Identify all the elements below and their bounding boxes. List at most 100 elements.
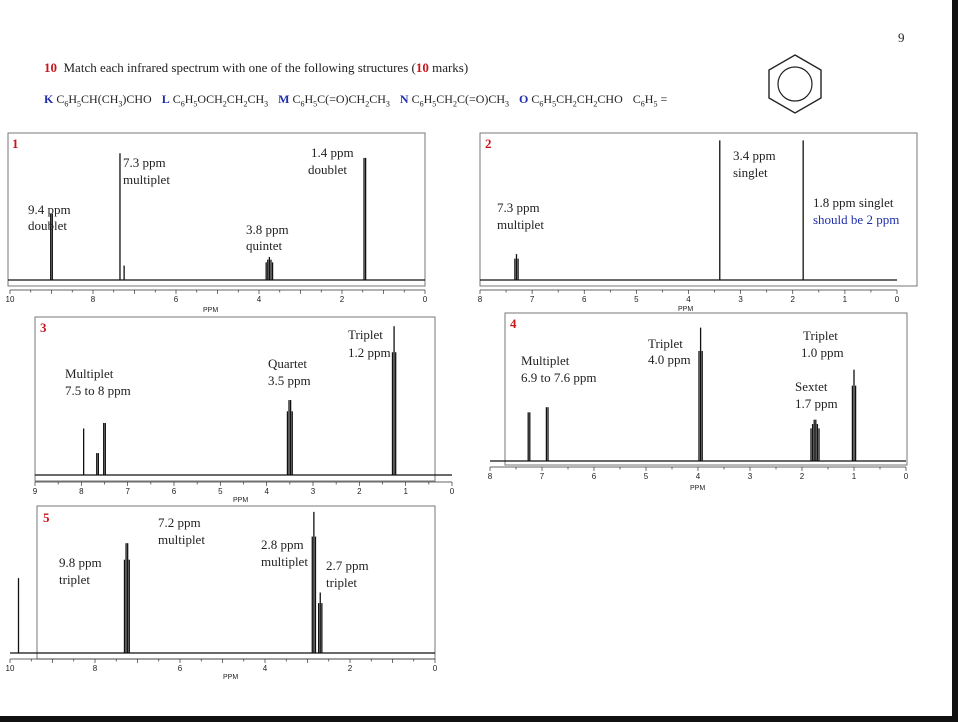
spectrum-tick-label: 4 [696, 472, 701, 481]
spectrum-2-annotation: 7.3 ppm [497, 200, 540, 215]
spectrum-1-annotation: 7.3 ppm [123, 155, 166, 170]
spectrum-5-annotation: triplet [326, 575, 357, 590]
structure-label-o: O [519, 92, 529, 106]
spectrum-3-axis-label: PPM [233, 497, 248, 504]
spectrum-5-annotation: multiplet [158, 532, 205, 547]
spectrum-frame [36, 505, 436, 660]
spectrum-1-annotation: 1.4 ppm [311, 145, 354, 160]
benzene-definition: C6H5 = [632, 92, 668, 109]
question-marks-suffix: marks) [428, 60, 469, 75]
spectrum-tick-label: 2 [357, 487, 362, 496]
spectrum-5-annotation: triplet [59, 572, 90, 587]
spectrum-5-annotation: multiplet [261, 554, 308, 569]
spectrum-tick-label: 2 [348, 664, 353, 673]
spectrum-frame [479, 132, 918, 287]
structure-formula-o: C6H5CH2CH2CHO [528, 92, 623, 109]
spectrum-1-annotation: quintet [246, 238, 282, 253]
structure-list: K C6H5CH(CH3)CHO L C6H5OCH2CH2CH3 M C6H5C(… [44, 92, 667, 108]
window-edge-right [952, 0, 958, 722]
spectrum-3-annotation: 7.5 to 8 ppm [65, 383, 131, 398]
spectrum-2-annotation: multiplet [497, 217, 544, 232]
spectrum-2-annotation: should be 2 ppm [813, 212, 899, 227]
spectrum-2-axis-label: PPM [678, 306, 693, 313]
spectrum-tick-label: 0 [895, 295, 900, 304]
spectrum-frame [504, 312, 908, 466]
spectrum-tick-label: 8 [79, 487, 84, 496]
structure-formula-m: C6H5C(=O)CH2CH3 [289, 92, 390, 109]
page-number: 9 [898, 30, 905, 45]
spectrum-tick-label: 4 [257, 295, 262, 304]
spectrum-tick-label: 8 [478, 295, 483, 304]
spectrum-3-annotation: 1.2 ppm [348, 345, 391, 360]
spectrum-3-annotation: Quartet [268, 356, 307, 371]
spectrum-1-annotation: 3.8 ppm [246, 222, 289, 237]
spectrum-tick-label: 3 [748, 472, 753, 481]
question-text: Match each infrared spectrum with one of… [63, 60, 416, 75]
structure-formula-n: C6H5CH2C(=O)CH3 [408, 92, 510, 109]
spectrum-3-annotation: Triplet [348, 327, 383, 342]
spectrum-tick-label: 0 [450, 487, 455, 496]
spectrum-4-annotation: 4.0 ppm [648, 352, 691, 367]
question-marks: 10 [415, 60, 429, 75]
spectrum-tick-label: 10 [6, 295, 15, 304]
spectrum-5-number: 5 [43, 510, 50, 525]
spectrum-tick-label: 6 [178, 664, 183, 673]
spectrum-5-axis-label: PPM [223, 674, 238, 681]
spectrum-tick-label: 8 [488, 472, 493, 481]
spectrum-frame [34, 316, 436, 482]
structure-formula-k: C6H5CH(CH3)CHO [53, 92, 152, 109]
spectrum-4-annotation: 1.0 ppm [801, 345, 844, 360]
spectrum-tick-label: 7 [125, 487, 130, 496]
spectrum-2-annotation: 3.4 ppm [733, 148, 776, 163]
structure-formula-l: C6H5OCH2CH2CH3 [169, 92, 269, 109]
structure-label-n: N [399, 92, 409, 106]
spectrum-tick-label: 7 [540, 472, 545, 481]
spectrum-tick-label: 6 [172, 487, 177, 496]
spectrum-4-annotation: Triplet [648, 336, 683, 351]
spectrum-frame [7, 132, 426, 287]
spectrum-tick-label: 1 [843, 295, 848, 304]
spectrum-4-number: 4 [510, 316, 517, 331]
spectrum-1-axis-label: PPM [203, 307, 218, 314]
question-prompt: 10 Match each infrared spectrum with one… [44, 60, 468, 76]
spectrum-2-number: 2 [485, 136, 492, 151]
spectrum-3-annotation: 3.5 ppm [268, 373, 311, 388]
spectrum-2-annotation: singlet [733, 165, 768, 180]
spectrum-tick-label: 1 [852, 472, 857, 481]
spectrum-tick-label: 6 [174, 295, 179, 304]
spectrum-5-annotation: 7.2 ppm [158, 515, 201, 530]
spectrum-tick-label: 0 [423, 295, 428, 304]
spectrum-2-annotation: 1.8 ppm singlet [813, 195, 894, 210]
spectrum-1-annotation: doublet [28, 218, 67, 233]
spectrum-tick-label: 5 [634, 295, 639, 304]
spectrum-1-number: 1 [12, 136, 19, 151]
spectrum-tick-label: 6 [582, 295, 587, 304]
spectrum-tick-label: 4 [263, 664, 268, 673]
spectrum-tick-label: 8 [93, 664, 98, 673]
spectrum-3-annotation: Multiplet [65, 366, 114, 381]
spectrum-tick-label: 6 [592, 472, 597, 481]
spectrum-tick-label: 2 [340, 295, 345, 304]
spectrum-tick-label: 1 [403, 487, 408, 496]
spectrum-tick-label: 4 [264, 487, 269, 496]
spectrum-tick-label: 5 [644, 472, 649, 481]
spectrum-tick-label: 2 [800, 472, 805, 481]
spectrum-tick-label: 0 [904, 472, 909, 481]
spectrum-1-annotation: doublet [308, 162, 347, 177]
spectrum-tick-label: 9 [33, 487, 38, 496]
window-edge-bottom [0, 716, 958, 722]
benzene-ring-icon [768, 54, 822, 114]
spectrum-4-annotation: Triplet [803, 328, 838, 343]
spectrum-3-number: 3 [40, 320, 47, 335]
spectrum-1-annotation: multiplet [123, 172, 170, 187]
spectrum-1-annotation: 9.4 ppm [28, 202, 71, 217]
spectrum-tick-label: 7 [530, 295, 535, 304]
spectrum-4-annotation: Multiplet [521, 353, 570, 368]
spectrum-4-annotation: Sextet [795, 379, 828, 394]
spectrum-tick-label: 3 [311, 487, 316, 496]
